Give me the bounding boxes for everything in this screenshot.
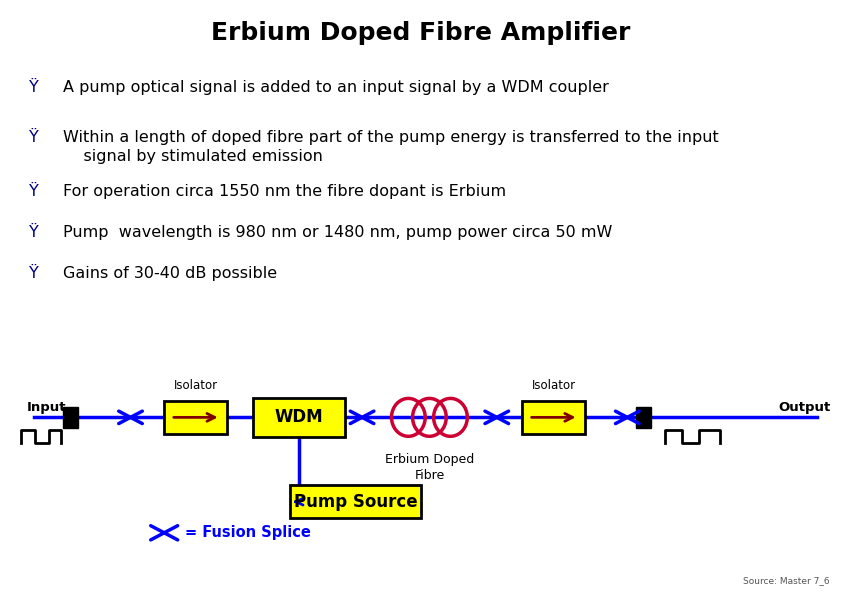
Text: Output: Output: [778, 401, 830, 414]
Text: Ÿ: Ÿ: [29, 225, 40, 240]
Bar: [636, 407, 651, 428]
Text: Ÿ: Ÿ: [29, 130, 40, 145]
Text: Input: Input: [27, 401, 66, 414]
Text: Erbium Doped Fibre Amplifier: Erbium Doped Fibre Amplifier: [211, 21, 631, 45]
Bar: [522, 401, 585, 433]
Text: Pump  wavelength is 980 nm or 1480 nm, pump power circa 50 mW: Pump wavelength is 980 nm or 1480 nm, pu…: [63, 225, 612, 240]
Text: Source: Master 7_6: Source: Master 7_6: [743, 576, 829, 585]
Bar: [253, 398, 345, 437]
Text: Isolator: Isolator: [173, 379, 218, 392]
Bar: [63, 407, 78, 428]
Text: Pump Source: Pump Source: [294, 493, 418, 511]
Text: Erbium Doped
Fibre: Erbium Doped Fibre: [385, 453, 474, 482]
Bar: [290, 485, 421, 518]
Text: WDM: WDM: [274, 408, 323, 426]
Bar: [164, 401, 227, 433]
Text: Isolator: Isolator: [531, 379, 576, 392]
Text: For operation circa 1550 nm the fibre dopant is Erbium: For operation circa 1550 nm the fibre do…: [63, 184, 506, 198]
Text: Within a length of doped fibre part of the pump energy is transferred to the inp: Within a length of doped fibre part of t…: [63, 130, 719, 165]
Text: = Fusion Splice: = Fusion Splice: [185, 525, 311, 540]
Text: Gains of 30-40 dB possible: Gains of 30-40 dB possible: [63, 266, 277, 281]
Text: Ÿ: Ÿ: [29, 184, 40, 198]
Text: Ÿ: Ÿ: [29, 80, 40, 95]
Text: Ÿ: Ÿ: [29, 266, 40, 281]
Text: A pump optical signal is added to an input signal by a WDM coupler: A pump optical signal is added to an inp…: [63, 80, 609, 95]
